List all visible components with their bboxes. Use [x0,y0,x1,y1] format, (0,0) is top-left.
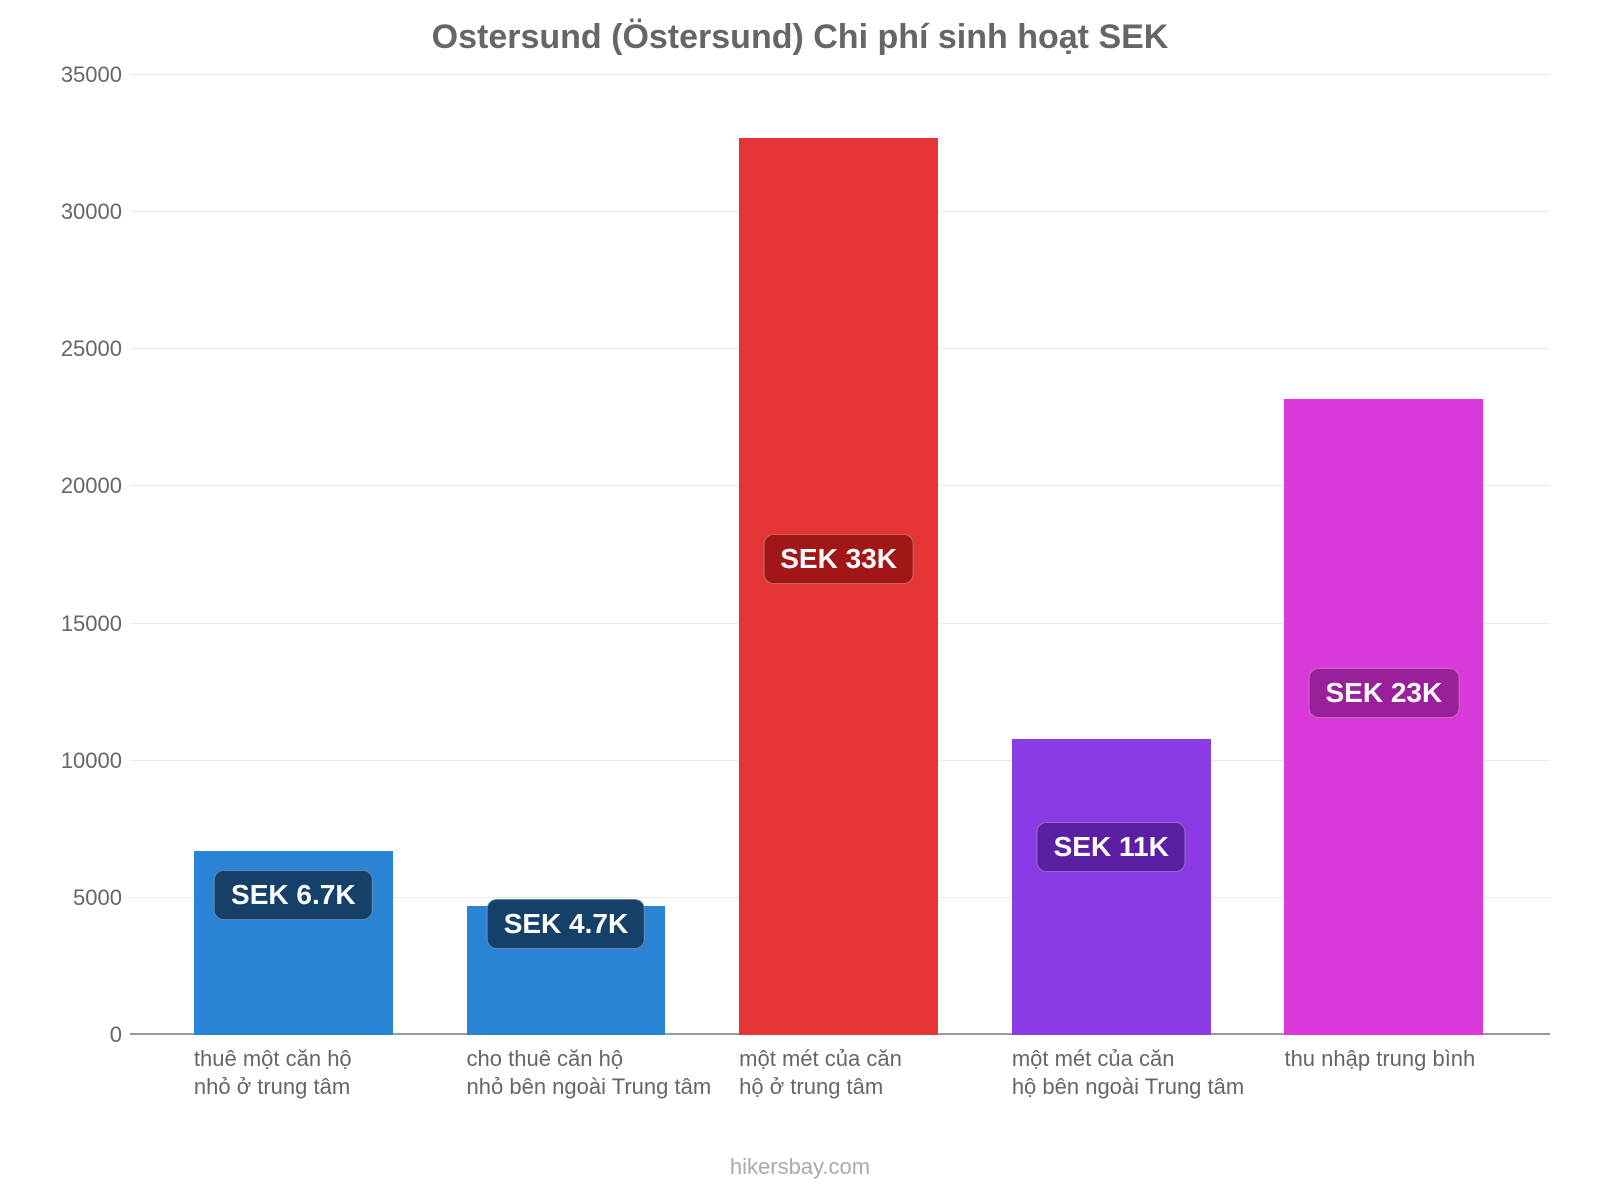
y-tick-label: 35000 [12,62,122,88]
y-tick-label: 25000 [12,336,122,362]
x-category-label-line: nhỏ ở trung tâm [194,1073,352,1101]
y-tick-label: 15000 [12,611,122,637]
bar-value-badge: SEK 23K [1309,668,1460,718]
x-category-label-line: cho thuê căn hộ [467,1045,712,1073]
x-category-label-line: thuê một căn hộ [194,1045,352,1073]
x-category-label-line: thu nhập trung bình [1284,1045,1475,1073]
x-category-label: cho thuê căn hộnhỏ bên ngoài Trung tâm [467,1045,712,1100]
bar-value-badge: SEK 6.7K [214,870,373,920]
x-category-label-line: hộ bên ngoài Trung tâm [1012,1073,1244,1101]
x-axis-labels: thuê một căn hộnhỏ ở trung tâm cho thuê c… [130,1045,1550,1145]
x-category-label: một mét của cănhộ bên ngoài Trung tâm [1012,1045,1244,1100]
x-category-label: một mét của cănhộ ở trung tâm [739,1045,902,1100]
x-category-label-line: hộ ở trung tâm [739,1073,902,1101]
x-category-label-line: một mét của căn [739,1045,902,1073]
x-category-label-line: nhỏ bên ngoài Trung tâm [467,1073,712,1101]
y-tick-label: 30000 [12,199,122,225]
y-tick-label: 10000 [12,748,122,774]
chart-title: Ostersund (Östersund) Chi phí sinh hoạt … [0,18,1600,57]
x-category-label: thuê một căn hộnhỏ ở trung tâm [194,1045,352,1100]
y-tick-label: 5000 [12,885,122,911]
plot-area: SEK 6.7K SEK 4.7K SEK 33K SEK 11K SEK 23K [130,75,1550,1035]
y-tick-label: 0 [12,1022,122,1048]
grid-line [130,74,1550,75]
chart-footer: hikersbay.com [0,1154,1600,1180]
bar-value-badge: SEK 11K [1037,822,1186,872]
x-category-label-line: một mét của căn [1012,1045,1244,1073]
bar-value-badge: SEK 4.7K [487,899,646,949]
bar [739,138,938,1035]
y-tick-label: 20000 [12,473,122,499]
chart-container: Ostersund (Östersund) Chi phí sinh hoạt … [0,0,1600,1200]
bar [1012,739,1211,1035]
bar-value-badge: SEK 33K [763,534,914,584]
x-category-label: thu nhập trung bình [1284,1045,1475,1073]
